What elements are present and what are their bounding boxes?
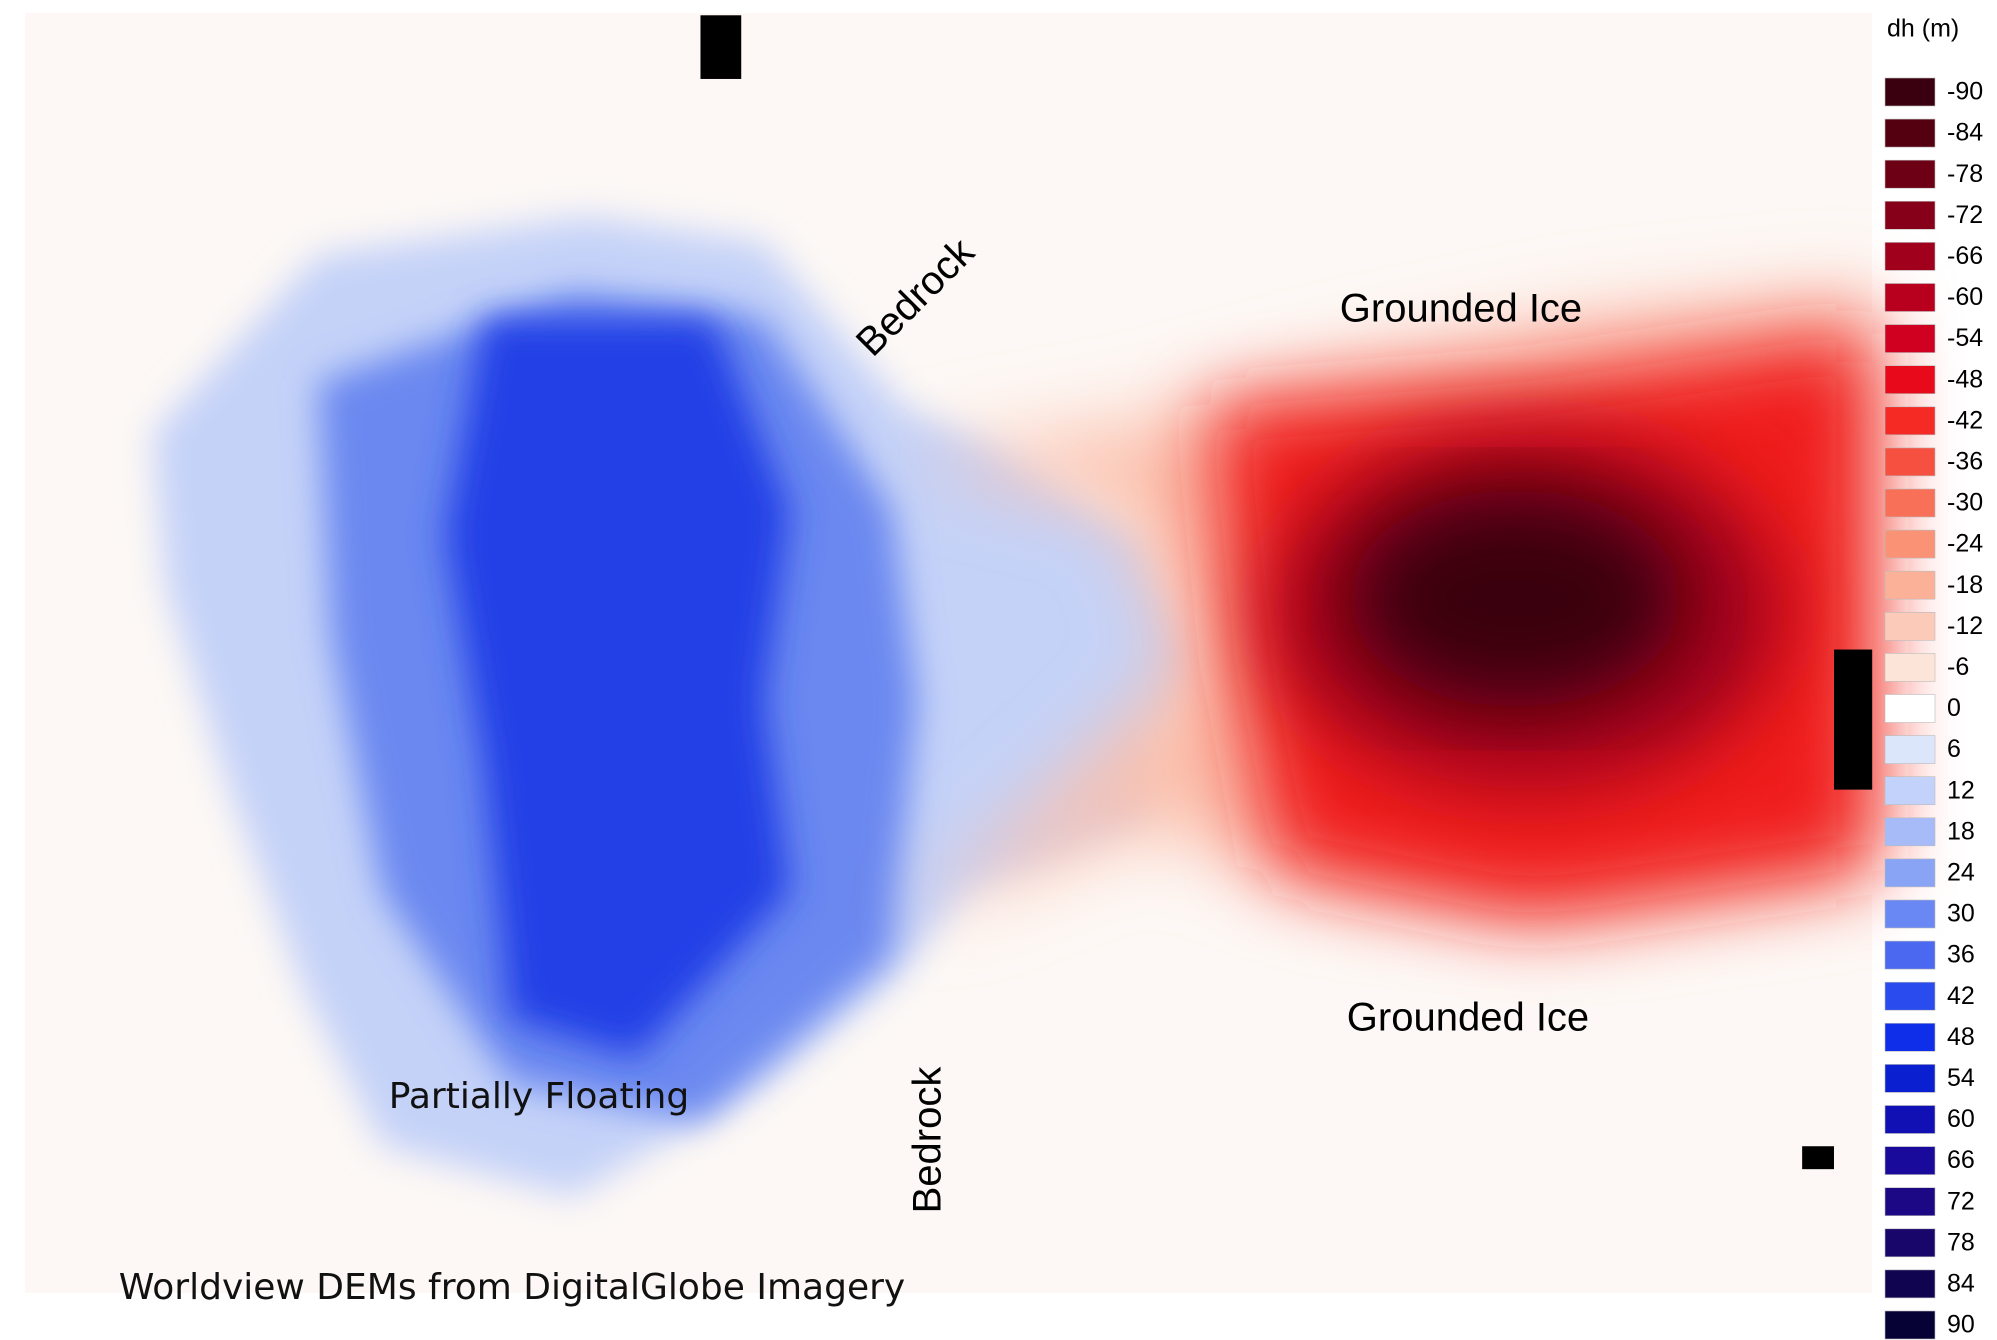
- legend-label: 18: [1947, 817, 1975, 845]
- legend-swatch: [1885, 1229, 1935, 1257]
- legend-swatch: [1885, 571, 1935, 599]
- legend-swatch: [1885, 1147, 1935, 1175]
- legend-swatch: [1885, 407, 1935, 435]
- annotation: Grounded Ice: [1347, 996, 1589, 1040]
- legend-swatch: [1885, 1023, 1935, 1051]
- annotation: Bedrock: [906, 1066, 950, 1214]
- legend-label: 66: [1947, 1146, 1975, 1174]
- annotation: Grounded Ice: [1340, 287, 1582, 331]
- legend-label: -84: [1947, 119, 1983, 147]
- legend-swatch: [1885, 366, 1935, 394]
- legend-label: 48: [1947, 1023, 1975, 1051]
- legend-swatch: [1885, 1270, 1935, 1298]
- legend-label: -90: [1947, 78, 1983, 106]
- legend-swatch: [1885, 777, 1935, 805]
- legend-swatch: [1885, 119, 1935, 147]
- legend-label: -60: [1947, 283, 1983, 311]
- legend-swatch: [1885, 695, 1935, 723]
- legend-swatch: [1885, 736, 1935, 764]
- legend-swatch: [1885, 325, 1935, 353]
- legend-swatch: [1885, 1188, 1935, 1216]
- legend-label: 42: [1947, 982, 1975, 1010]
- figure: Bedrock Grounded Ice Grounded Ice Bedroc…: [0, 0, 1997, 1340]
- legend-label: -54: [1947, 324, 1983, 352]
- legend-label: 60: [1947, 1105, 1975, 1133]
- legend-label: 54: [1947, 1064, 1975, 1092]
- legend-label: -18: [1947, 571, 1983, 599]
- legend-swatch: [1885, 1064, 1935, 1092]
- legend-swatch: [1885, 900, 1935, 928]
- legend-swatch: [1885, 78, 1935, 106]
- legend-label: 72: [1947, 1187, 1975, 1215]
- legend-label: -72: [1947, 201, 1983, 229]
- credit: Worldview DEMs from DigitalGlobe Imagery: [119, 1267, 905, 1308]
- legend-swatch: [1885, 612, 1935, 640]
- legend-label: -48: [1947, 365, 1983, 393]
- legend-label: 0: [1947, 694, 1961, 722]
- legend-swatch: [1885, 530, 1935, 558]
- legend-label: 30: [1947, 900, 1975, 928]
- annotation: Partially Floating: [389, 1076, 689, 1117]
- legend-swatch: [1885, 859, 1935, 887]
- legend: -90-84-78-72-66-60-54-48-42-36-30-24-18-…: [1885, 78, 1983, 1339]
- legend-label: 12: [1947, 776, 1975, 804]
- legend-swatch: [1885, 242, 1935, 270]
- legend-label: 36: [1947, 941, 1975, 969]
- legend-swatch: [1885, 160, 1935, 188]
- legend-label: -30: [1947, 489, 1983, 517]
- legend-label: 24: [1947, 859, 1975, 887]
- legend-swatch: [1885, 818, 1935, 846]
- legend-label: -66: [1947, 242, 1983, 270]
- legend-label: 84: [1947, 1270, 1975, 1298]
- legend-swatch: [1885, 653, 1935, 681]
- legend-swatch: [1885, 982, 1935, 1010]
- legend-label: -24: [1947, 530, 1983, 558]
- legend-label: 78: [1947, 1228, 1975, 1256]
- legend-label: -36: [1947, 448, 1983, 476]
- legend-swatch: [1885, 489, 1935, 517]
- legend-label: -42: [1947, 406, 1983, 434]
- legend-label: -78: [1947, 160, 1983, 188]
- legend-label: 90: [1947, 1311, 1975, 1339]
- legend-title: dh (m): [1887, 15, 1959, 43]
- legend-swatch: [1885, 941, 1935, 969]
- legend-label: -12: [1947, 612, 1983, 640]
- legend-swatch: [1885, 1106, 1935, 1134]
- legend-swatch: [1885, 201, 1935, 229]
- legend-label: 6: [1947, 735, 1961, 763]
- legend-swatch: [1885, 284, 1935, 312]
- legend-swatch: [1885, 1311, 1935, 1339]
- legend-swatch: [1885, 448, 1935, 476]
- legend-label: -6: [1947, 653, 1969, 681]
